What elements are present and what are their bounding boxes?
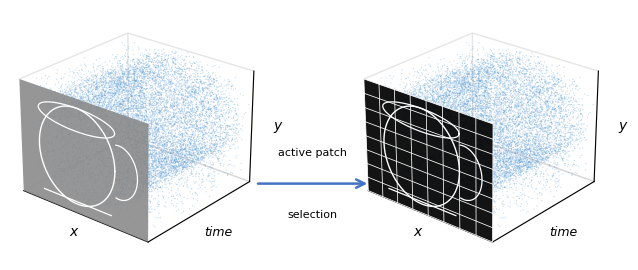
X-axis label: x: x — [413, 225, 422, 239]
X-axis label: x: x — [69, 225, 77, 239]
Text: active patch: active patch — [278, 148, 347, 158]
Y-axis label: time: time — [549, 226, 577, 239]
Y-axis label: time: time — [205, 226, 233, 239]
Text: selection: selection — [288, 210, 338, 220]
